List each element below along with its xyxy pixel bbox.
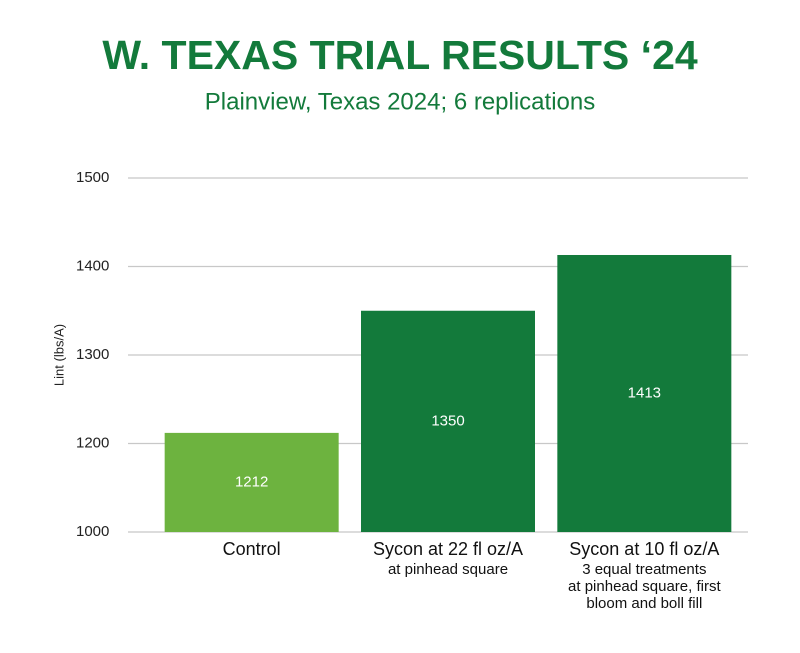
bar [557, 254, 732, 532]
y-tick-label: 1500 [76, 169, 109, 186]
chart-title: W. TEXAS TRIAL RESULTS ‘24 [102, 32, 698, 78]
x-tick-detail: at pinhead square, first [568, 578, 721, 595]
chart-subtitle: Plainview, Texas 2024; 6 replications [205, 88, 595, 115]
bar [164, 432, 339, 532]
x-tick-label: Sycon at 10 fl oz/A [569, 539, 719, 559]
y-tick-label: 1200 [76, 434, 109, 451]
x-tick-label: Sycon at 22 fl oz/A [373, 539, 523, 559]
value-label: 1413 [628, 384, 661, 401]
y-tick-label: 1000 [76, 523, 109, 540]
y-tick-label: 1300 [76, 346, 109, 363]
value-label: 1212 [235, 473, 268, 490]
y-axis-label: Lint (lbs/A) [51, 324, 66, 386]
bar [361, 310, 535, 532]
y-tick-label: 1400 [76, 257, 109, 274]
value-label: 1350 [431, 412, 464, 429]
x-tick-label: Control [223, 539, 281, 559]
x-tick-detail: bloom and boll fill [586, 595, 702, 612]
x-tick-detail: 3 equal treatments [582, 561, 706, 578]
x-tick-detail: at pinhead square [388, 561, 508, 578]
